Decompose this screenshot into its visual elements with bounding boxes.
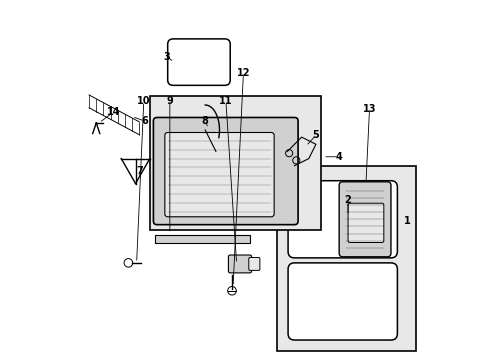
Text: 3: 3 (163, 52, 170, 62)
FancyBboxPatch shape (248, 257, 259, 270)
Text: 5: 5 (312, 130, 319, 140)
Text: 1: 1 (403, 216, 409, 226)
Text: 11: 11 (219, 96, 232, 107)
FancyBboxPatch shape (339, 182, 390, 257)
Text: 2: 2 (344, 195, 351, 204)
FancyBboxPatch shape (287, 181, 397, 258)
Text: 14: 14 (106, 107, 120, 117)
FancyBboxPatch shape (287, 263, 397, 340)
Text: 13: 13 (362, 104, 375, 113)
FancyBboxPatch shape (228, 255, 251, 273)
Text: 8: 8 (201, 116, 207, 126)
FancyBboxPatch shape (164, 132, 274, 217)
Text: 10: 10 (137, 96, 150, 107)
Text: 12: 12 (236, 68, 250, 78)
FancyBboxPatch shape (149, 96, 321, 230)
FancyBboxPatch shape (347, 203, 383, 243)
FancyBboxPatch shape (167, 39, 230, 85)
Text: 4: 4 (335, 152, 342, 162)
FancyBboxPatch shape (276, 166, 415, 351)
Text: 7: 7 (136, 166, 143, 176)
FancyBboxPatch shape (153, 117, 298, 225)
Text: 9: 9 (166, 96, 173, 107)
Text: 6: 6 (141, 116, 147, 126)
Bar (155, 235, 249, 243)
